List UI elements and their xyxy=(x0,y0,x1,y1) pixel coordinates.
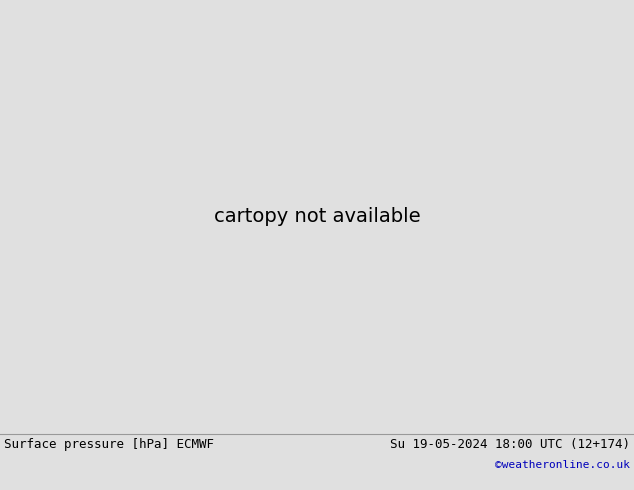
Text: cartopy not available: cartopy not available xyxy=(214,207,420,226)
Text: ©weatheronline.co.uk: ©weatheronline.co.uk xyxy=(495,460,630,470)
Text: Su 19-05-2024 18:00 UTC (12+174): Su 19-05-2024 18:00 UTC (12+174) xyxy=(390,438,630,451)
Text: Surface pressure [hPa] ECMWF: Surface pressure [hPa] ECMWF xyxy=(4,438,214,451)
